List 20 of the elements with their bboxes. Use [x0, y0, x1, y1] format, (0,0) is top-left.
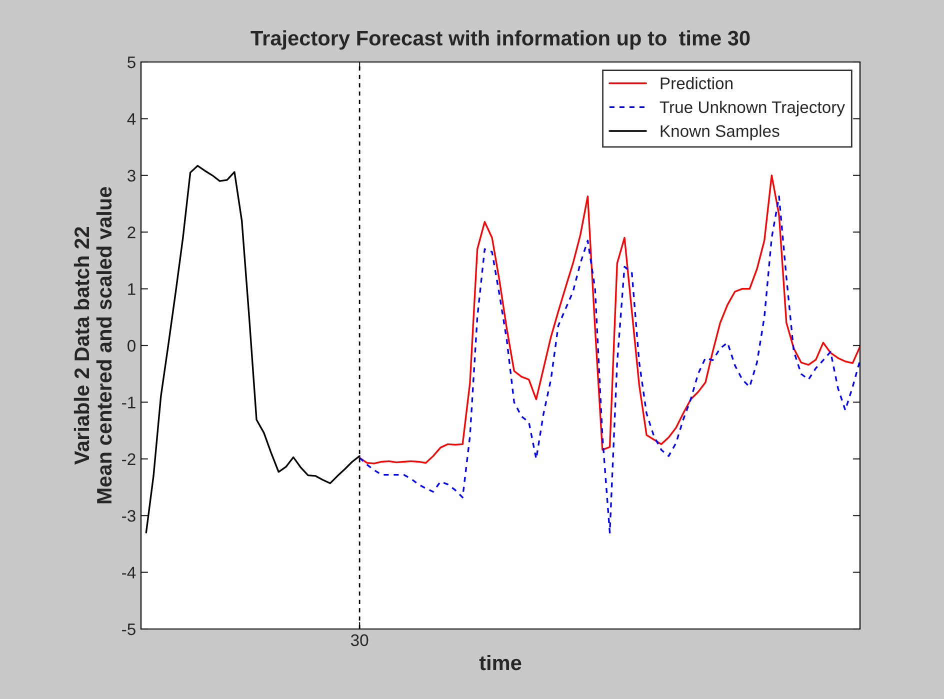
line-series — [358, 196, 860, 534]
y-tick-label: 4 — [127, 113, 136, 125]
y-tick-label: 1 — [128, 283, 136, 295]
y-tick-label: 3 — [128, 170, 136, 182]
y-axis-title: Variable 2 Data batch 22 Mean centered and scaled value — [74, 186, 112, 504]
line-series — [358, 174, 860, 464]
y-tick-label: -1 — [122, 396, 136, 408]
legend-label: Known Samples — [660, 124, 780, 140]
legend-label: Prediction — [660, 77, 732, 90]
y-tick-label: 2 — [128, 226, 136, 238]
chart-title: Trajectory Forecast with information up to time 30 — [250, 30, 750, 50]
y-tick-label: -3 — [122, 510, 136, 522]
y-tick-label: -2 — [122, 453, 136, 465]
x-tick-label: 30 — [350, 634, 368, 646]
y-tick-label: -4 — [122, 566, 136, 578]
legend-label: True Unknown Trajectory — [660, 100, 845, 116]
x-axis-title: time — [479, 654, 522, 670]
y-tick-label: -5 — [122, 624, 136, 636]
y-tick-label: 5 — [128, 56, 136, 68]
y-tick-label: 0 — [128, 340, 136, 352]
